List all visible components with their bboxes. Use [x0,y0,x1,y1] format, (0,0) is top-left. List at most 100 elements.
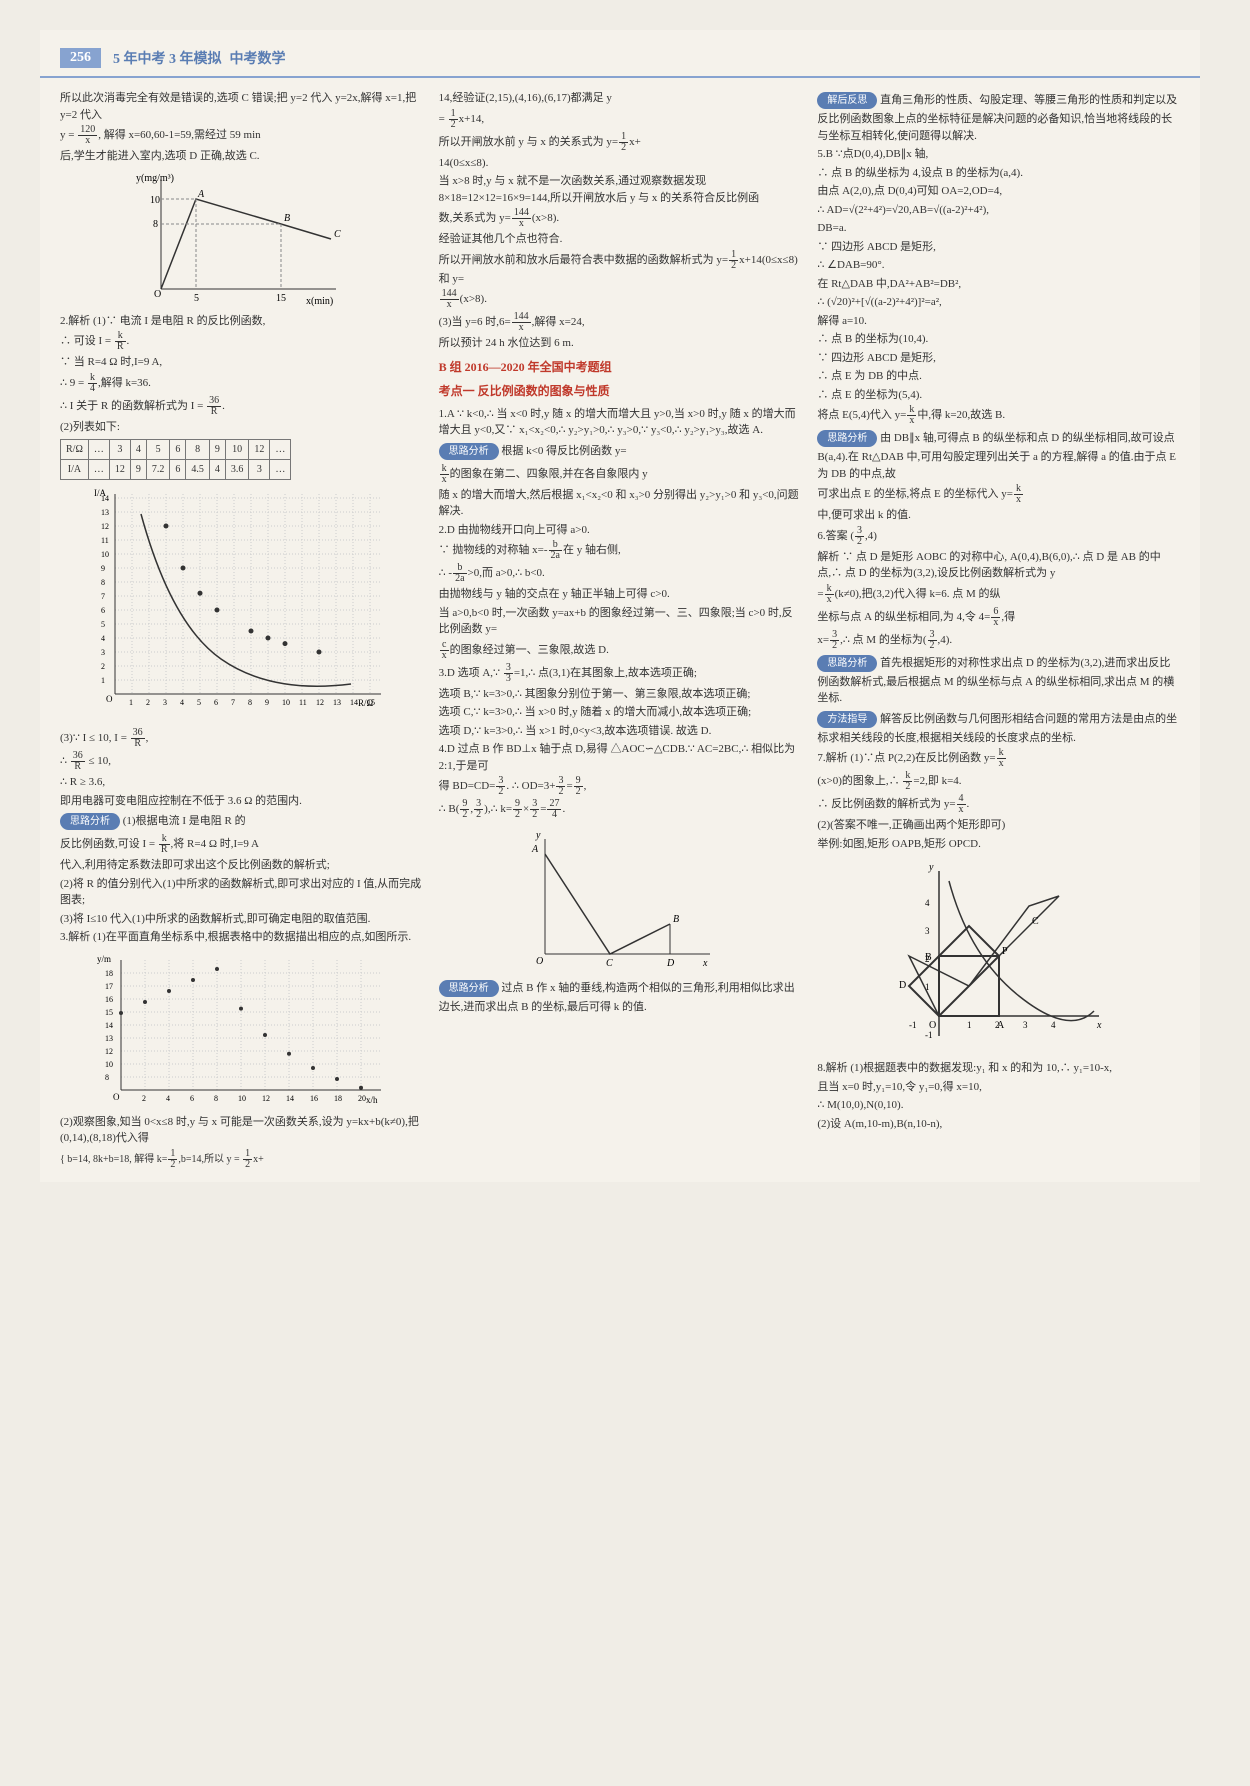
resistance-table: R/Ω…3456891012… I/A…1297.264.543.63… [60,439,291,480]
text: 当 x>8 时,y 与 x 就不是一次函数关系,通过观察数据发现 8×18=12… [439,173,802,206]
fraction: 32 [855,526,864,547]
analysis-pill: 思路分析 [439,980,499,997]
svg-text:2: 2 [101,662,105,671]
svg-text:2: 2 [142,1094,146,1103]
text: (2)列表如下: [60,419,423,436]
fraction: 32 [496,776,505,797]
text: 在 Rt△DAB 中,DA²+AB²=DB², [817,276,1180,293]
svg-text:1: 1 [129,698,133,707]
fraction: 36R [71,751,85,772]
text: 即用电器可变电阻应控制在不低于 3.6 Ω 的范围内. [60,793,423,810]
text: 可求出点 E 的坐标,将点 E 的坐标代入 y=kx [817,484,1180,505]
graph-scatter: y/m x/h O 81012131415161718 246810121416… [91,950,391,1110]
section-b-sub: 考点一 反比例函数的图象与性质 [439,382,802,400]
svg-text:x: x [1096,1020,1102,1031]
text: (x>0)的图象上,∴ k2=2,即 k=4. [817,771,1180,792]
text: 后,学生才能进入室内,选项 D 正确,故选 C. [60,148,423,165]
fraction: kR [115,331,126,352]
text: 反比例函数,可设 I = kR,将 R=4 Ω 时,I=9 A [60,834,423,855]
fraction: 36R [131,728,145,749]
text: (2)设 A(m,10-m),B(n,10-n), [817,1116,1180,1133]
text: 解析 ∵ 点 D 是矩形 AOBC 的对称中心, A(0,4),B(6,0),∴… [817,549,1180,582]
svg-text:10: 10 [105,1060,113,1069]
svg-text:12: 12 [316,698,324,707]
graph-rectangles: O x y A B C D P 1 2 3 4 1 2 3 4 -1 -1 [889,856,1109,1056]
text: ∵ 四边形 ABCD 是矩形, [817,239,1180,256]
svg-text:x: x [702,958,708,969]
svg-text:9: 9 [265,698,269,707]
text: 选项 D,∵ k=3>0,∴ 当 x>1 时,0<y<3,故本选项错误. 故选 … [439,723,802,740]
text: 得 BD=CD=32. ∴ OD=3+32=92, [439,776,802,797]
analysis-pill: 思路分析 [817,655,877,672]
text: ∴ 点 E 的坐标为(5,4). [817,387,1180,404]
svg-text:P: P [1002,946,1008,957]
page: 256 5 年中考 3 年模拟 中考数学 所以此次消毒完全有效是错误的,选项 C… [40,30,1200,1182]
text: ∴ 9 = k4,解得 k=36. [60,373,423,394]
text: 2.D 由抛物线开口向上可得 a>0. [439,522,802,539]
fraction: kx [997,748,1006,769]
text: 1.A ∵ k<0,∴ 当 x<0 时,y 随 x 的增大而增大且 y>0,当 … [439,406,802,439]
svg-text:5: 5 [197,698,201,707]
text: ∴ M(10,0),N(0,10). [817,1097,1180,1114]
text: ∴ 点 B 的坐标为(10,4). [817,331,1180,348]
text: 选项 B,∵ k=3>0,∴ 其图象分别位于第一、第三象限,故本选项正确; [439,686,802,703]
text: (2)(答案不唯一,正确画出两个矩形即可) [817,817,1180,834]
page-header: 256 5 年中考 3 年模拟 中考数学 [40,40,1200,78]
svg-text:5: 5 [194,293,199,304]
svg-text:C: C [334,229,341,240]
svg-text:17: 17 [105,982,113,991]
fraction: 12 [168,1149,177,1170]
svg-text:8: 8 [214,1094,218,1103]
svg-text:O: O [113,1092,120,1102]
text: (2)将 R 的值分别代入(1)中所求的函数解析式,即可求出对应的 I 值,从而… [60,876,423,909]
pill-row: 解后反思 直角三角形的性质、勾股定理、等腰三角形的性质和判定以及反比例函数图象上… [817,90,1180,144]
svg-text:6: 6 [214,698,218,707]
svg-text:O: O [154,289,161,300]
fraction: kx [907,405,916,426]
svg-text:1: 1 [967,1020,972,1030]
pill-row: 思路分析 首先根据矩形的对称性求出点 D 的坐标为(3,2),进而求出反比例函数… [817,653,1180,707]
header-title-main: 5 年中考 3 年模拟 [113,48,222,68]
fraction: k2 [903,771,912,792]
text: 所以开闸放水前和放水后最符合表中数据的函数解析式为 y=12x+14(0≤x≤8… [439,250,802,288]
text: 经验证其他几个点也符合. [439,231,802,248]
svg-text:x(min): x(min) [306,296,333,307]
svg-text:3: 3 [101,648,105,657]
text: 3.解析 (1)在平面直角坐标系中,根据表格中的数据描出相应的点,如图所示. [60,929,423,946]
text: 解得 a=10. [817,313,1180,330]
fraction: kx [825,584,834,605]
fraction: 274 [547,799,561,820]
svg-text:14: 14 [105,1021,113,1030]
text: 中,便可求出 k 的值. [817,507,1180,524]
text: 由点 A(2,0),点 D(0,4)可知 OA=2,OD=4, [817,183,1180,200]
svg-text:13: 13 [333,698,341,707]
text: 坐标与点 A 的纵坐标相同,为 4,令 4=6x,得 [817,607,1180,628]
text: (2)观察图象,知当 0<x≤8 时,y 与 x 可能是一次函数关系,设为 y=… [60,1114,423,1147]
text: ∴ AD=√(2²+4²)=√20,AB=√((a-2)²+4²), [817,202,1180,219]
text: ∵ 四边形 ABCD 是矩形, [817,350,1180,367]
fraction: 144x [512,208,531,229]
svg-text:2: 2 [925,954,930,964]
fraction: 4x [957,794,966,815]
svg-text:B: B [673,914,679,925]
text: ∴ 反比例函数的解析式为 y=4x. [817,794,1180,815]
pill-row: 思路分析 (1)根据电流 I 是电阻 R 的 [60,811,423,832]
text: 选项 C,∵ k=3>0,∴ 当 x>0 时,y 随着 x 的增大而减小,故本选… [439,704,802,721]
svg-text:8: 8 [153,219,158,230]
text: x=32,∴ 点 M 的坐标为(32,4). [817,630,1180,651]
pill-row: 方法指导 解答反比例函数与几何图形相结合问题的常用方法是由点的坐标求相关线段的长… [817,709,1180,747]
text: 且当 x=0 时,y₁=10,令 y₁=0,得 x=10, [817,1079,1180,1096]
text: 举例:如图,矩形 OAPB,矩形 OPCD. [817,836,1180,853]
svg-text:16: 16 [310,1094,318,1103]
fraction: 12 [449,109,458,130]
text: 所以开闸放水前 y 与 x 的关系式为 y=12x+ [439,132,802,153]
fraction: 92 [513,799,522,820]
svg-text:13: 13 [105,1034,113,1043]
svg-text:y(mg/m³): y(mg/m³) [136,173,174,184]
text: ∴ 36R ≤ 10, [60,751,423,772]
fraction: 32 [928,630,937,651]
svg-text:6: 6 [101,606,105,615]
svg-text:7: 7 [231,698,235,707]
svg-text:8: 8 [101,578,105,587]
svg-text:A: A [197,189,205,200]
